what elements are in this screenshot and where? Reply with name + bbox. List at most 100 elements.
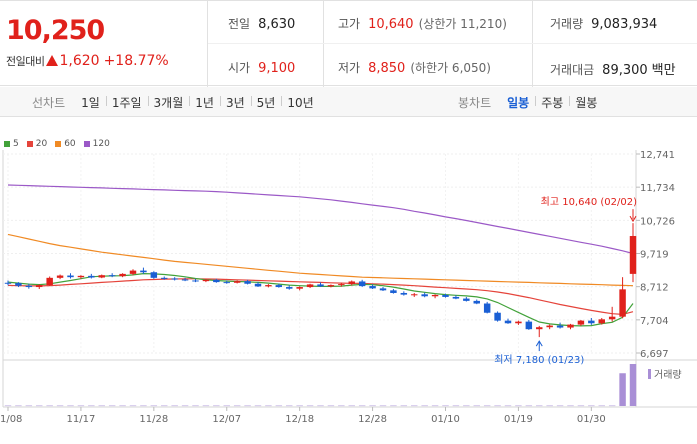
- period-tab-2[interactable]: 3개월: [147, 94, 190, 111]
- high-price: 고가 10,640 (상한가 11,210): [338, 17, 507, 32]
- change-row: 전일대비 1,620 +18.77%: [6, 53, 169, 69]
- candle-body: [431, 294, 439, 297]
- volume-bar: [619, 373, 626, 406]
- candle-body: [608, 316, 616, 320]
- volume-bar: [400, 405, 408, 407]
- period-tab-1[interactable]: 1주일: [105, 94, 148, 111]
- y-tick-label: 9,719: [640, 250, 669, 261]
- volume-bar: [192, 405, 199, 407]
- candle-body: [442, 294, 449, 297]
- period-tab-3[interactable]: 1년: [189, 94, 220, 111]
- candle-body: [56, 275, 64, 278]
- chart-toolbar: 선차트 1일 1주일 3개월 1년 3년 5년 10년 봉차트 일봉 주봉 월봉: [0, 87, 697, 117]
- candle-body: [77, 275, 85, 278]
- legend-label: 20: [35, 139, 48, 149]
- candle-body: [525, 321, 533, 330]
- volume-bar: [306, 405, 314, 407]
- line-chart-title: 선차트: [32, 95, 66, 110]
- candle-body: [546, 325, 553, 328]
- candle-tab-1[interactable]: 주봉: [535, 94, 569, 111]
- y-tick-label: 12,741: [640, 150, 675, 161]
- ma20-line: [7, 278, 634, 316]
- candle-body: [233, 281, 241, 283]
- y-tick-label: 8,712: [640, 283, 669, 294]
- volume-bar: [598, 405, 605, 407]
- change-percent: +18.77%: [103, 53, 169, 69]
- volume-bar: [296, 405, 303, 407]
- volume-bar: [98, 405, 105, 407]
- candle-body: [223, 282, 230, 284]
- stock-summary: 10,250 전일대비 1,620 +18.77% 전일 8,630 시가 9,100 …: [0, 0, 697, 87]
- candle-body: [119, 273, 126, 277]
- volume-bar: [46, 405, 53, 407]
- legend-item-ma5: 5: [4, 139, 19, 149]
- volume-bar: [515, 405, 522, 407]
- x-tick-label: 11/08: [0, 414, 22, 425]
- volume-bar: [119, 405, 126, 407]
- volume-label: 거래량: [654, 369, 682, 381]
- price-chart: 12,741 11,734 10,726 9,719 8,712 7,704 6,697 11…: [0, 150, 697, 425]
- volume-bar: [473, 405, 480, 407]
- x-tick-label: 01/30: [577, 414, 606, 425]
- candle-body: [244, 281, 251, 284]
- candle-body: [306, 284, 314, 288]
- volume-bar: [421, 405, 428, 407]
- candle-body: [15, 283, 22, 286]
- price-block: 10,250 전일대비 1,620 +18.77%: [0, 1, 208, 87]
- candle-body: [400, 292, 408, 295]
- candle-body: [202, 279, 210, 282]
- volume-bar: [629, 364, 637, 406]
- candle-body: [338, 284, 345, 286]
- candle-tab-0[interactable]: 일봉: [507, 95, 530, 110]
- candle-tab-2[interactable]: 월봉: [569, 94, 603, 111]
- candle-body: [286, 287, 293, 289]
- open-price: 시가 9,100: [228, 61, 296, 76]
- candle-body: [150, 272, 158, 278]
- volume-bar: [556, 405, 564, 407]
- candle-body: [317, 284, 324, 287]
- candle-body: [452, 296, 460, 299]
- candle-body: [181, 279, 189, 281]
- high-arrow-icon: [629, 215, 637, 223]
- volume-legend-swatch: [648, 369, 651, 379]
- candle-body: [254, 283, 262, 287]
- candle-body: [515, 321, 522, 324]
- volume-bar: [536, 405, 543, 407]
- candle-body: [588, 320, 595, 324]
- period-tab-4[interactable]: 3년: [219, 94, 251, 111]
- volume-bar: [379, 405, 387, 407]
- candle-body: [504, 320, 512, 324]
- period-tab-6[interactable]: 10년: [281, 94, 319, 111]
- volume-bar: [202, 405, 210, 407]
- volume-bar: [15, 405, 22, 407]
- chart-legend: 5 20 60 120: [4, 139, 118, 149]
- divider: [532, 1, 533, 87]
- volume-bar: [286, 405, 293, 407]
- volume-bar: [244, 405, 251, 407]
- ma60-line: [7, 233, 634, 287]
- candle-body: [129, 270, 137, 274]
- candle-body: [390, 290, 397, 293]
- candle-body: [171, 278, 178, 280]
- volume-bar: [348, 405, 355, 407]
- legend-item-ma60: 60: [55, 139, 76, 149]
- volume-bar: [108, 405, 116, 407]
- low-annotation: 최저 7,180 (01/23): [494, 354, 584, 366]
- candle-body: [567, 324, 574, 328]
- candle-body: [629, 236, 637, 274]
- x-tick-label: 11/17: [67, 414, 96, 425]
- candle-body: [296, 287, 303, 289]
- volume-bar: [171, 405, 178, 407]
- period-tab-0[interactable]: 1일: [81, 95, 100, 110]
- candle-body: [379, 288, 387, 291]
- volume-bar: [77, 405, 85, 407]
- period-tab-5[interactable]: 5년: [250, 94, 282, 111]
- prev-close: 전일 8,630: [228, 17, 296, 32]
- volume-bar: [223, 405, 230, 407]
- candle-body: [358, 281, 366, 287]
- candle-body: [67, 275, 74, 278]
- ma120-line: [7, 184, 634, 255]
- change-label: 전일대비: [6, 55, 45, 68]
- legend-swatch: [55, 141, 62, 147]
- volume-bar: [431, 405, 439, 407]
